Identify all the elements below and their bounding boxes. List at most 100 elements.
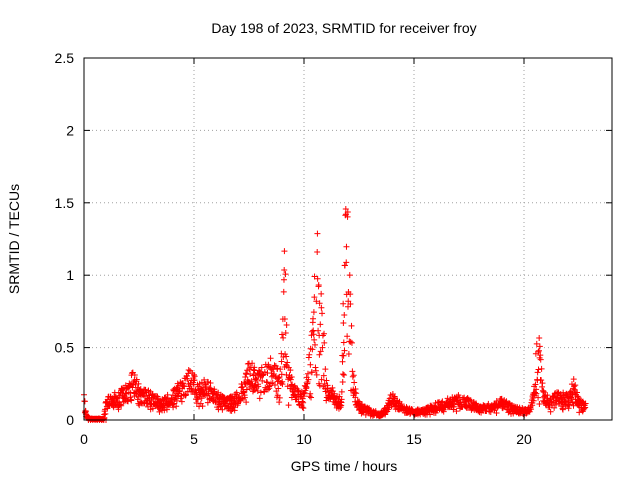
data-point (311, 294, 318, 301)
plot-frame (83, 57, 613, 421)
data-point (312, 367, 319, 374)
data-point (532, 381, 539, 388)
data-point (271, 370, 278, 377)
data-point (313, 298, 320, 305)
data-point (341, 347, 348, 354)
data-point (340, 339, 347, 346)
data-point (81, 398, 88, 405)
data-point (344, 209, 351, 216)
data-point (243, 399, 250, 406)
data-point (318, 304, 325, 311)
data-point (306, 351, 313, 358)
data-point (137, 385, 144, 392)
data-point (339, 358, 346, 365)
data-point (553, 394, 560, 401)
data-point (331, 390, 338, 397)
data-point (493, 410, 500, 417)
data-point (161, 407, 168, 414)
data-point (320, 372, 327, 379)
data-point (248, 378, 255, 385)
data-point (321, 330, 328, 337)
data-point (278, 358, 285, 365)
data-point (135, 380, 142, 387)
data-point (282, 271, 289, 278)
data-point (264, 379, 271, 386)
data-point (533, 390, 540, 397)
data-point (339, 379, 346, 385)
data-point (247, 370, 254, 377)
data-point (279, 381, 286, 388)
data-point (173, 403, 180, 410)
data-point (453, 408, 460, 415)
data-point (281, 248, 288, 255)
data-point (300, 399, 307, 406)
data-point (348, 339, 355, 346)
data-point (284, 359, 291, 366)
data-point (275, 385, 282, 392)
data-point (183, 391, 190, 398)
data-point (347, 338, 354, 345)
data-point (310, 315, 317, 322)
data-point (353, 390, 360, 397)
data-point (345, 351, 352, 358)
data-point (321, 339, 328, 346)
data-point (303, 384, 310, 391)
data-point (253, 376, 260, 383)
data-point (536, 343, 543, 350)
data-point (281, 267, 288, 274)
data-point (300, 405, 307, 412)
data-point (280, 276, 287, 283)
data-point (264, 386, 271, 393)
data-point (241, 394, 248, 401)
data-point (574, 393, 581, 400)
y-tick-label: 1 (66, 267, 74, 283)
data-point (317, 348, 324, 355)
y-tick-label: 1.5 (55, 195, 75, 211)
data-point (243, 386, 250, 393)
data-point (362, 411, 369, 418)
data-point (339, 371, 346, 378)
data-point (305, 376, 312, 383)
data-point (117, 401, 124, 408)
data-point (280, 334, 287, 341)
data-point (338, 388, 345, 395)
data-point (211, 388, 218, 395)
grid-lines (84, 58, 612, 420)
data-point (249, 360, 256, 367)
data-point (349, 373, 356, 380)
data-point (308, 369, 315, 376)
data-point (282, 329, 289, 336)
data-point (323, 377, 330, 384)
data-point (191, 371, 197, 378)
data-point (156, 408, 163, 415)
data-point (281, 316, 288, 323)
data-point (274, 365, 281, 372)
data-point (343, 259, 350, 266)
data-point (535, 366, 542, 373)
data-point (198, 395, 205, 402)
data-points (81, 205, 589, 423)
data-point (278, 379, 285, 386)
data-point (537, 356, 544, 363)
data-point (242, 373, 249, 380)
x-tick-label: 0 (80, 431, 88, 447)
data-point (287, 367, 294, 374)
data-point (142, 386, 149, 393)
data-point (177, 395, 184, 402)
data-point (530, 397, 537, 404)
data-point (115, 406, 122, 413)
data-point (191, 373, 198, 380)
data-point (536, 334, 543, 341)
data-point (319, 344, 326, 351)
data-point (278, 371, 285, 378)
data-point (346, 272, 353, 279)
data-point (271, 362, 278, 369)
data-point (315, 281, 322, 288)
data-point (316, 300, 323, 307)
data-point (316, 351, 323, 358)
data-point (316, 382, 323, 389)
data-point (535, 347, 542, 354)
data-point (330, 388, 337, 395)
x-tick-label: 15 (406, 431, 422, 447)
